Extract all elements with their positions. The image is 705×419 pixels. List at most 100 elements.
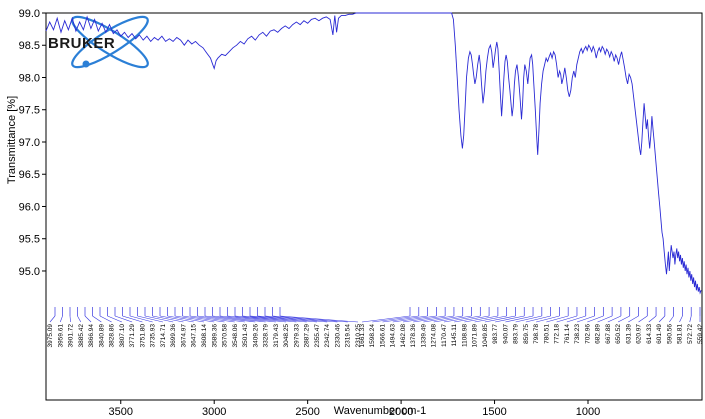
peak-leader xyxy=(617,315,630,323)
peak-label: 1071.89 xyxy=(472,324,479,348)
peak-leader xyxy=(249,315,317,323)
peak-leader xyxy=(382,315,428,323)
peak-leader xyxy=(212,315,266,323)
peak-label: 1108.98 xyxy=(461,324,468,347)
peak-leader xyxy=(638,315,648,323)
y-tick-label: 95.0 xyxy=(19,266,40,278)
y-tick-label: 98.0 xyxy=(19,72,40,84)
peak-leader xyxy=(433,315,472,323)
peak-leader xyxy=(234,315,297,323)
peak-label: 3959.61 xyxy=(57,324,64,348)
peak-label: 590.56 xyxy=(666,324,673,344)
peak-label: 3714.71 xyxy=(160,324,167,348)
peak-label: 3328.79 xyxy=(263,324,270,348)
peak-label: 3807.10 xyxy=(119,324,126,348)
peak-label: 1378.36 xyxy=(410,324,417,348)
peak-leader xyxy=(587,315,604,323)
peak-label: 1339.49 xyxy=(420,324,427,348)
peak-leader xyxy=(454,315,490,323)
peak-label: 3608.14 xyxy=(201,324,208,348)
peak-leader xyxy=(189,315,235,323)
peak-label: 2342.74 xyxy=(324,324,331,348)
peak-leader xyxy=(413,315,454,323)
peak-labels-layer: 3975.09 3959.61 3901.72 3885.42 3866.94 3840.… xyxy=(47,307,704,348)
peak-label: 3840.89 xyxy=(98,324,105,348)
peak-label: 3501.43 xyxy=(242,324,249,348)
peak-leader xyxy=(242,315,307,323)
peak-leader xyxy=(159,315,194,323)
peak-label: 798.78 xyxy=(533,324,540,344)
peak-leader xyxy=(443,315,481,323)
x-tick-label: 3500 xyxy=(109,406,133,418)
peak-leader xyxy=(144,315,174,323)
peak-leader xyxy=(99,315,112,323)
peak-leader xyxy=(423,315,463,323)
peak-leader xyxy=(536,315,560,323)
peak-leader xyxy=(219,315,276,323)
x-tick-label: 1500 xyxy=(482,406,506,418)
peak-label: 3647.15 xyxy=(191,324,198,348)
peak-label: 1661.33 xyxy=(359,324,366,348)
logo-dot xyxy=(82,60,90,68)
x-tick-label: 3000 xyxy=(202,406,226,418)
peak-label: 3048.25 xyxy=(283,324,290,348)
peak-leader xyxy=(648,315,657,323)
x-tick-label: 1000 xyxy=(576,406,600,418)
peak-leader xyxy=(464,315,498,323)
peak-leader xyxy=(566,315,586,323)
peak-label: 1274.08 xyxy=(431,324,438,348)
peak-leader xyxy=(556,315,578,323)
peak-leader xyxy=(69,315,71,323)
peak-leader xyxy=(107,315,122,323)
y-tick-label: 96.5 xyxy=(19,169,40,181)
peak-leader xyxy=(525,315,551,323)
peak-leader xyxy=(272,315,348,323)
peak-leader xyxy=(628,315,639,323)
peak-leader xyxy=(129,315,153,323)
peak-label: 3589.36 xyxy=(211,324,218,348)
peak-label: 601.49 xyxy=(656,324,663,344)
bruker-logo: BRUKER xyxy=(48,15,149,69)
peak-leader xyxy=(264,315,338,323)
peak-label: 2979.33 xyxy=(293,324,300,348)
peak-label: 702.96 xyxy=(584,324,591,344)
y-tick-label: 97.0 xyxy=(19,137,40,149)
x-tick-label: 2000 xyxy=(389,406,413,418)
peak-label: 572.72 xyxy=(687,324,694,344)
peak-label: 3751.80 xyxy=(139,324,146,348)
peak-leader xyxy=(474,315,507,323)
y-axis-title: Transmittance [%] xyxy=(6,96,18,184)
y-tick-label: 98.5 xyxy=(19,40,40,52)
peak-leader xyxy=(137,315,164,323)
logo-text: BRUKER xyxy=(48,35,115,52)
peak-label: 3570.58 xyxy=(222,324,229,348)
axes: 95.0 95.5 96.0 96.5 97.0 97.5 98.0 98.5 99.0 3500… xyxy=(19,8,703,418)
peak-label: 667.88 xyxy=(605,324,612,344)
peak-label: 3409.26 xyxy=(252,324,259,348)
peak-label: 1494.63 xyxy=(390,324,397,348)
peak-label: 1566.61 xyxy=(379,324,386,348)
peak-label: 3674.97 xyxy=(180,324,187,348)
peak-label: 620.97 xyxy=(636,324,643,344)
peak-label: 1170.47 xyxy=(441,324,448,347)
peak-leader xyxy=(174,315,215,323)
peak-leader xyxy=(392,315,437,323)
peak-leader xyxy=(576,315,595,323)
peak-label: 2355.47 xyxy=(314,324,321,348)
peak-label: 3975.09 xyxy=(47,324,54,348)
peak-label: 780.51 xyxy=(543,324,550,344)
peak-leader xyxy=(372,315,419,323)
peak-label: 738.23 xyxy=(574,324,581,344)
peak-leader xyxy=(679,315,683,323)
peak-label: 3735.93 xyxy=(150,324,157,348)
peak-label: 1049.85 xyxy=(482,324,489,348)
peak-label: 2887.29 xyxy=(304,324,311,348)
peak-leader xyxy=(597,315,613,323)
peak-label: 3866.94 xyxy=(88,324,95,348)
peak-label: 3548.06 xyxy=(232,324,239,348)
peak-label: 2319.54 xyxy=(345,324,352,348)
peak-leader xyxy=(402,315,446,323)
peak-leader xyxy=(152,315,184,323)
x-tick-label: 2500 xyxy=(295,406,319,418)
